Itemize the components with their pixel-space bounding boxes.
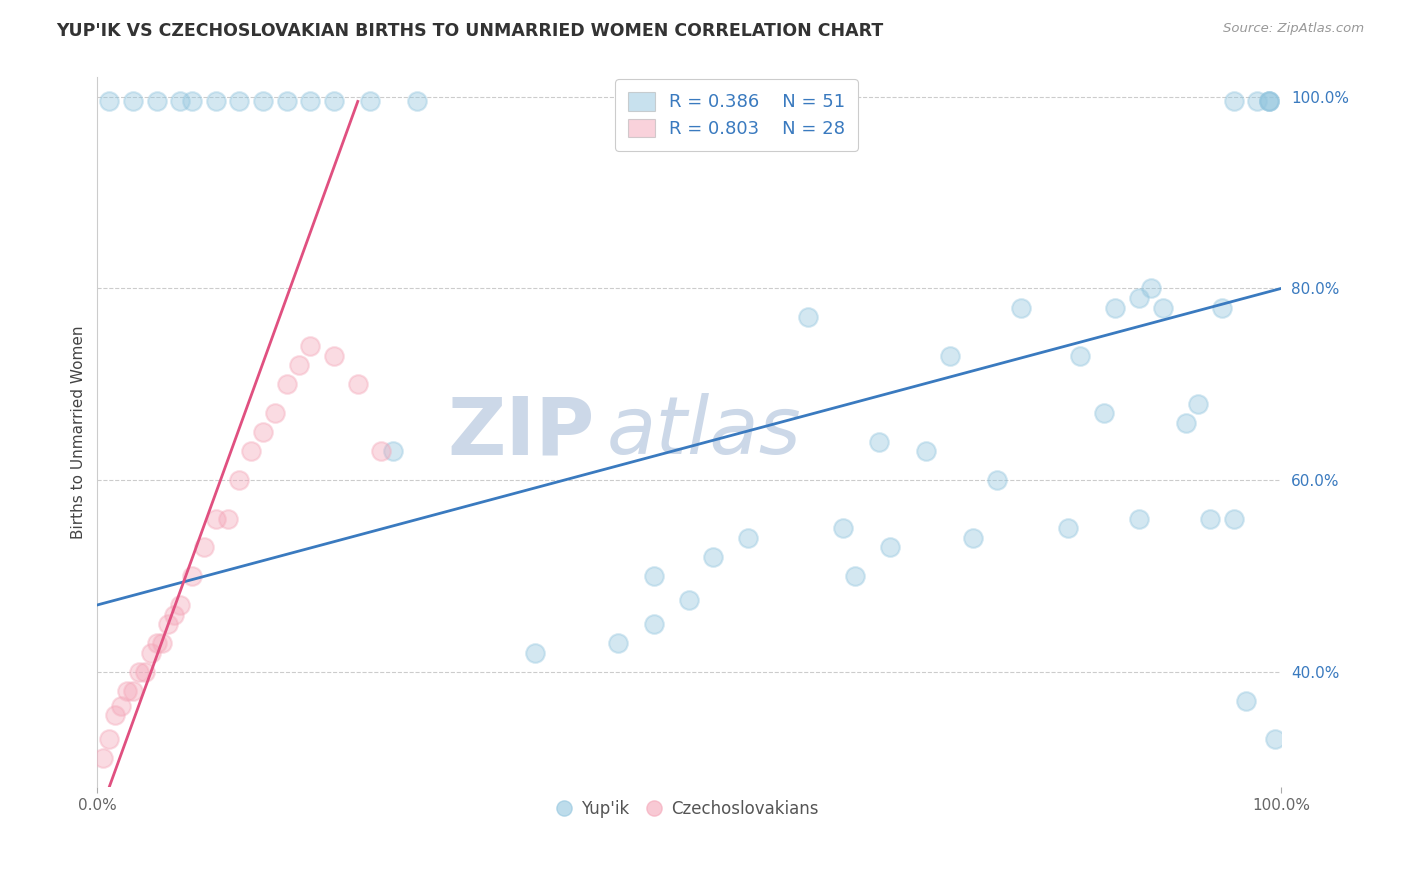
Point	[121, 95, 143, 109]
Legend: Yup'ik, Czechoslovakians: Yup'ik, Czechoslovakians	[553, 794, 825, 825]
Point	[217, 511, 239, 525]
Point	[104, 708, 127, 723]
Point	[91, 751, 114, 765]
Point	[1069, 349, 1091, 363]
Point	[299, 339, 322, 353]
Point	[98, 732, 121, 747]
Point	[145, 95, 167, 109]
Point	[796, 310, 818, 325]
Point	[115, 684, 138, 698]
Point	[1246, 95, 1268, 109]
Point	[299, 95, 322, 109]
Point	[678, 593, 700, 607]
Point	[264, 406, 287, 420]
Point	[134, 665, 156, 679]
Point	[1258, 95, 1281, 109]
Point	[1092, 406, 1115, 420]
Point	[1010, 301, 1032, 315]
Point	[1199, 511, 1222, 525]
Point	[145, 636, 167, 650]
Point	[1264, 732, 1286, 747]
Point	[276, 377, 298, 392]
Point	[1104, 301, 1126, 315]
Point	[1175, 416, 1198, 430]
Point	[110, 698, 132, 713]
Point	[121, 684, 143, 698]
Point	[169, 95, 191, 109]
Point	[737, 531, 759, 545]
Point	[1222, 511, 1244, 525]
Point	[193, 541, 215, 555]
Point	[1057, 521, 1080, 535]
Point	[181, 569, 204, 583]
Point	[323, 349, 346, 363]
Point	[240, 444, 263, 458]
Text: ZIP: ZIP	[447, 393, 595, 471]
Point	[228, 95, 250, 109]
Point	[524, 646, 547, 660]
Point	[276, 95, 298, 109]
Point	[1152, 301, 1174, 315]
Point	[879, 541, 901, 555]
Text: YUP'IK VS CZECHOSLOVAKIAN BIRTHS TO UNMARRIED WOMEN CORRELATION CHART: YUP'IK VS CZECHOSLOVAKIAN BIRTHS TO UNMA…	[56, 22, 883, 40]
Point	[702, 549, 724, 564]
Point	[128, 665, 150, 679]
Point	[252, 95, 274, 109]
Point	[152, 636, 174, 650]
Point	[915, 444, 938, 458]
Point	[844, 569, 866, 583]
Point	[1140, 281, 1163, 295]
Point	[98, 95, 121, 109]
Point	[181, 95, 204, 109]
Point	[1234, 694, 1257, 708]
Point	[139, 646, 162, 660]
Point	[406, 95, 429, 109]
Y-axis label: Births to Unmarried Women: Births to Unmarried Women	[72, 326, 86, 539]
Point	[643, 617, 665, 632]
Point	[228, 473, 250, 487]
Point	[832, 521, 855, 535]
Point	[986, 473, 1008, 487]
Point	[1128, 511, 1150, 525]
Point	[287, 358, 309, 372]
Point	[370, 444, 392, 458]
Point	[359, 95, 381, 109]
Point	[157, 617, 180, 632]
Point	[252, 425, 274, 440]
Point	[382, 444, 405, 458]
Point	[1211, 301, 1233, 315]
Point	[204, 511, 226, 525]
Point	[323, 95, 346, 109]
Point	[1128, 291, 1150, 305]
Point	[204, 95, 226, 109]
Point	[868, 434, 890, 449]
Point	[643, 569, 665, 583]
Point	[346, 377, 368, 392]
Text: Source: ZipAtlas.com: Source: ZipAtlas.com	[1223, 22, 1364, 36]
Point	[1222, 95, 1244, 109]
Point	[1258, 95, 1281, 109]
Text: atlas: atlas	[606, 393, 801, 471]
Point	[1258, 95, 1281, 109]
Point	[607, 636, 630, 650]
Point	[169, 598, 191, 612]
Point	[938, 349, 960, 363]
Point	[1187, 396, 1209, 410]
Point	[163, 607, 186, 622]
Point	[962, 531, 984, 545]
